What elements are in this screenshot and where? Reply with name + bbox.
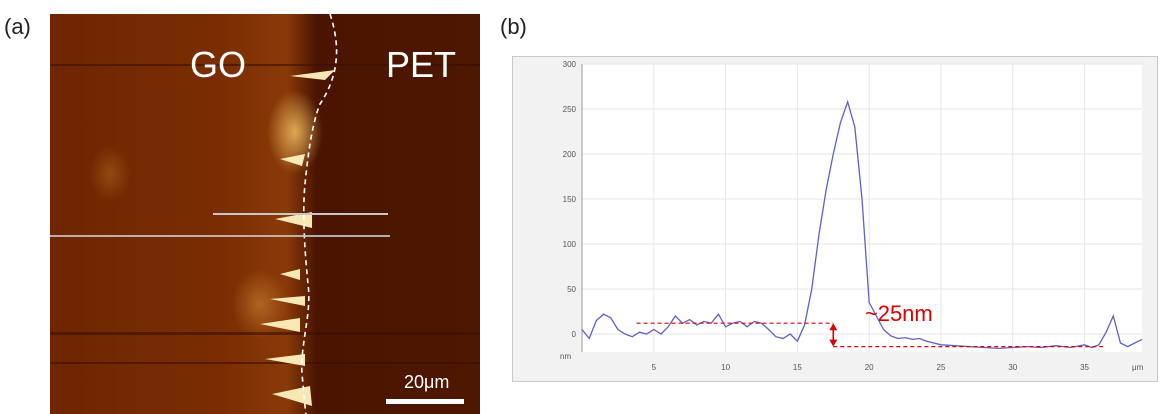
arrow-head-down	[829, 339, 838, 347]
y-tick-label: 100	[563, 240, 577, 249]
x-unit-label: μm	[1132, 363, 1144, 372]
afm-image: GO PET 20μm	[50, 14, 480, 414]
scale-bar	[386, 399, 464, 404]
arrow-head-up	[829, 323, 838, 331]
go-label: GO	[190, 44, 247, 85]
afm-overlay	[50, 14, 480, 414]
y-tick-label: 0	[572, 330, 577, 339]
x-tick-label: 30	[1008, 363, 1017, 372]
x-tick-label: 10	[721, 363, 730, 372]
x-tick-label: 35	[1080, 363, 1089, 372]
y-tick-label: 300	[563, 60, 577, 69]
x-tick-label: 5	[652, 363, 657, 372]
step-height-annotation: ~25nm	[636, 301, 1107, 348]
panel-b-label: (b)	[500, 14, 527, 39]
edge-spikes	[260, 70, 335, 406]
x-tick-label: 15	[793, 363, 802, 372]
step-height-label: ~25nm	[865, 301, 933, 326]
boundary-line	[300, 14, 338, 414]
pet-label: PET	[386, 44, 457, 85]
panel-a-label: (a)	[4, 14, 31, 39]
x-tick-label: 20	[865, 363, 874, 372]
x-tick-label: 25	[937, 363, 946, 372]
y-tick-labels: 0 50 100 150 200 250 300	[563, 60, 577, 339]
scale-bar-label: 20μm	[404, 372, 450, 392]
height-profile-chart: 0 50 100 150 200 250 300 5 10 15 20 25 30 35 nm μm ~…	[560, 60, 1144, 372]
y-tick-label: 200	[563, 150, 577, 159]
y-tick-label: 50	[567, 285, 576, 294]
y-unit-label: nm	[560, 352, 571, 361]
y-tick-label: 150	[563, 195, 577, 204]
x-tick-labels: 5 10 15 20 25 30 35	[652, 363, 1090, 372]
y-tick-label: 250	[563, 105, 577, 114]
